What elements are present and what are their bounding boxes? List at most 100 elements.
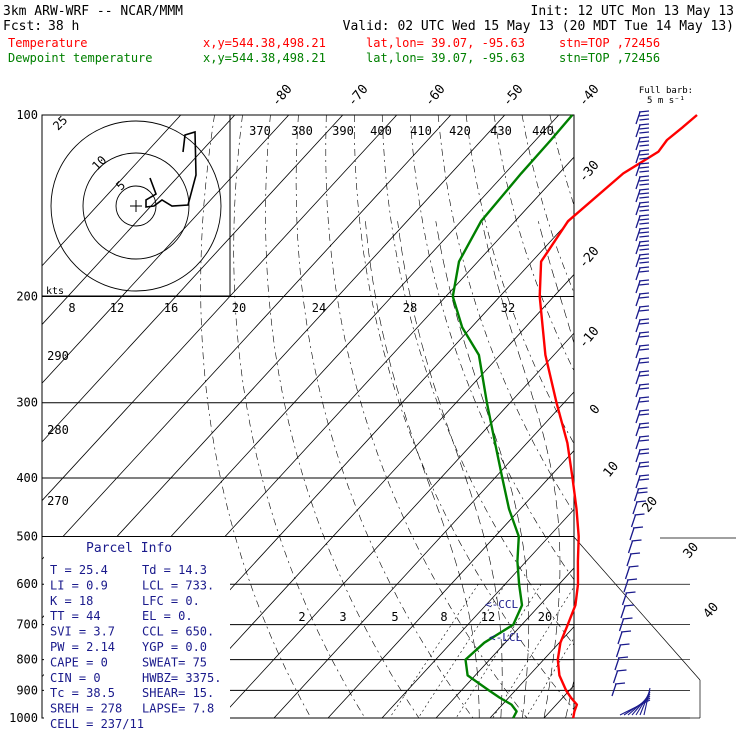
dry-adiabat-label: 270 [47,494,69,508]
isotherm-label: -30 [576,158,603,186]
wind-barb [635,188,650,203]
barb-staff [635,423,641,437]
wind-barb [635,253,650,268]
hodo-speed-label: 16 [164,301,178,315]
parcel-row-left: Tc = 38.5 [50,686,115,700]
wind-barb [635,305,650,320]
wind-barb [611,682,626,697]
barb-staff [635,462,641,476]
pressure-tick-label: 800 [16,653,38,667]
wind-barb [635,279,650,294]
barb-staff [635,436,641,450]
hodo-trace [145,130,197,208]
barb-flag [625,591,636,594]
parcel-row-right: CCL = 650. [142,625,214,639]
dry-adiabat [200,115,312,718]
barb-staff [617,631,623,645]
wind-barb [635,149,650,164]
barb-flag [637,487,648,490]
barb-staff [635,280,641,294]
barb-flag [638,357,650,360]
wind-barb [635,344,650,359]
parcel-info-rows: T = 25.4 Td = 14.3 LI = 0.9 LCL = 733. K = 1… [50,563,221,731]
barb-flag [639,465,650,468]
barb-flag [638,214,650,217]
wind-barb [635,370,650,385]
hodo-ring-label: 10 [89,153,109,173]
barb-flag [639,296,650,299]
barb-flag [638,318,650,321]
barb-flag [638,110,650,113]
model-title: 3km ARW-WRF -- NCAR/MMM [3,4,183,19]
isotherm [42,115,398,502]
barb-flag [629,552,641,555]
sounding-series [451,114,698,719]
wind-barb [635,214,650,229]
wind-barb [627,539,642,554]
isotherm-label: 20 [640,494,662,516]
isotherm-label: -80 [269,82,296,110]
barb-flag [639,452,650,455]
theta-label: 410 [410,124,432,138]
barb-flag [639,183,650,186]
plot-frame [41,114,575,719]
barb-staff [626,553,632,567]
barb-flag [639,131,650,134]
dry-adiabat [265,115,420,718]
wind-barb [635,448,650,463]
barb-staff [635,475,641,489]
barb-flag [639,218,650,221]
barb-flag [634,513,645,516]
barb-flag [639,166,650,169]
isotherm [165,273,574,718]
barb-key-line2: 5 m s⁻¹ [647,96,685,106]
mixing-ratio-line [389,584,479,718]
barb-flag [638,227,650,230]
barb-flag [638,474,650,477]
barb-flag [639,322,650,325]
fcst-hours: 38 h [48,19,79,34]
barb-flag [638,292,650,295]
mixing-ratio-label: 20 [538,610,552,624]
barb-staff [615,644,622,658]
wind-barb [635,227,650,242]
barb-flag [639,400,650,403]
isotherm [42,115,182,267]
barb-staff [629,527,635,541]
wind-barb [635,123,650,138]
wind-barb [615,643,630,658]
wind-barb [635,240,650,255]
dewpoint-line [451,114,574,719]
legend-dewpoint-xy: x,y=544.38,498.21 [203,51,326,65]
hodo-ring-label: 25 [50,113,70,133]
hodo-speed-label: 24 [312,301,326,315]
barb-flag [639,140,650,143]
hodo-speed-label: 8 [68,301,75,315]
barb-flag [638,240,650,243]
pressure-tick-label: 600 [16,577,38,591]
mixing-ratio-label: 3 [339,610,346,624]
barb-flag [638,188,650,191]
barb-flag [639,283,650,286]
barb-staff [635,254,641,268]
legend-temperature-stn: stn=TOP ,72456 [559,36,660,50]
barb-flag [639,374,650,377]
barb-staff [635,176,641,190]
mixing-ratio-label: 12 [481,610,495,624]
wind-barb [635,461,650,476]
theta-label: 370 [249,124,271,138]
dry-adiabat [606,115,740,731]
barb-flag [637,491,648,494]
barb-flag [638,448,650,451]
parcel-row-right: LFC = 0. [142,594,200,608]
barb-staff [630,514,637,528]
ccl-marker: <-CCL [485,598,518,611]
mixing-ratio-line [569,709,574,718]
parcel-row-right: SWEAT= 75 [142,655,207,669]
wind-barb [635,175,650,190]
hodo-speed-label: 20 [232,301,246,315]
barb-staff [635,449,641,463]
barb-flag [619,643,630,646]
barb-flag [632,526,644,529]
barb-staff [635,163,641,177]
